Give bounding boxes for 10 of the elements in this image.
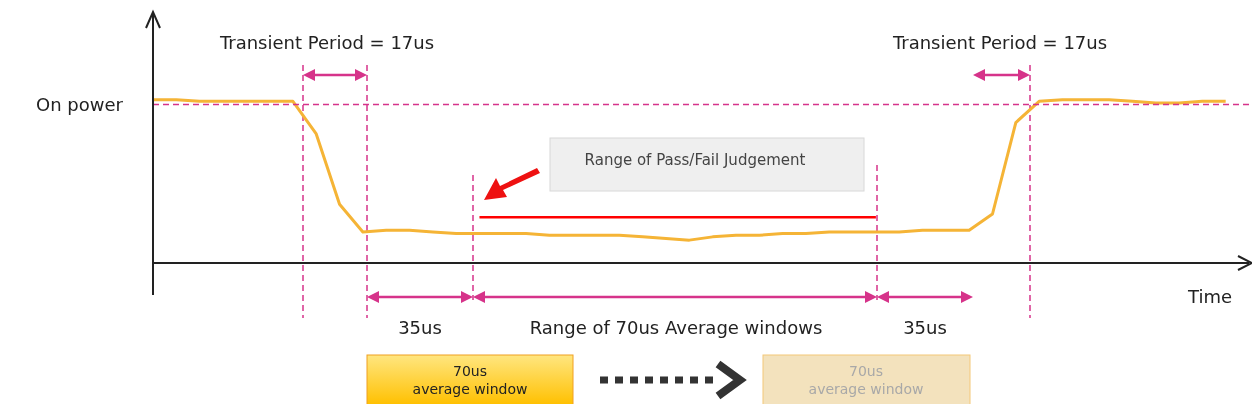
annotation: Range of Pass/Fail Judgement (584, 150, 806, 170)
text: 35us (398, 316, 442, 340)
text: 35us (903, 316, 947, 340)
text: Transient Period = 17us (892, 31, 1108, 55)
text: Range of 70us Average windows (529, 316, 823, 340)
text: 70us average window (412, 362, 528, 398)
text: 70us average window (808, 362, 924, 398)
text: Transient Period = 17us (219, 31, 435, 55)
x-axis-title: Time (1188, 286, 1233, 307)
ref-line-label: On power (36, 93, 124, 115)
